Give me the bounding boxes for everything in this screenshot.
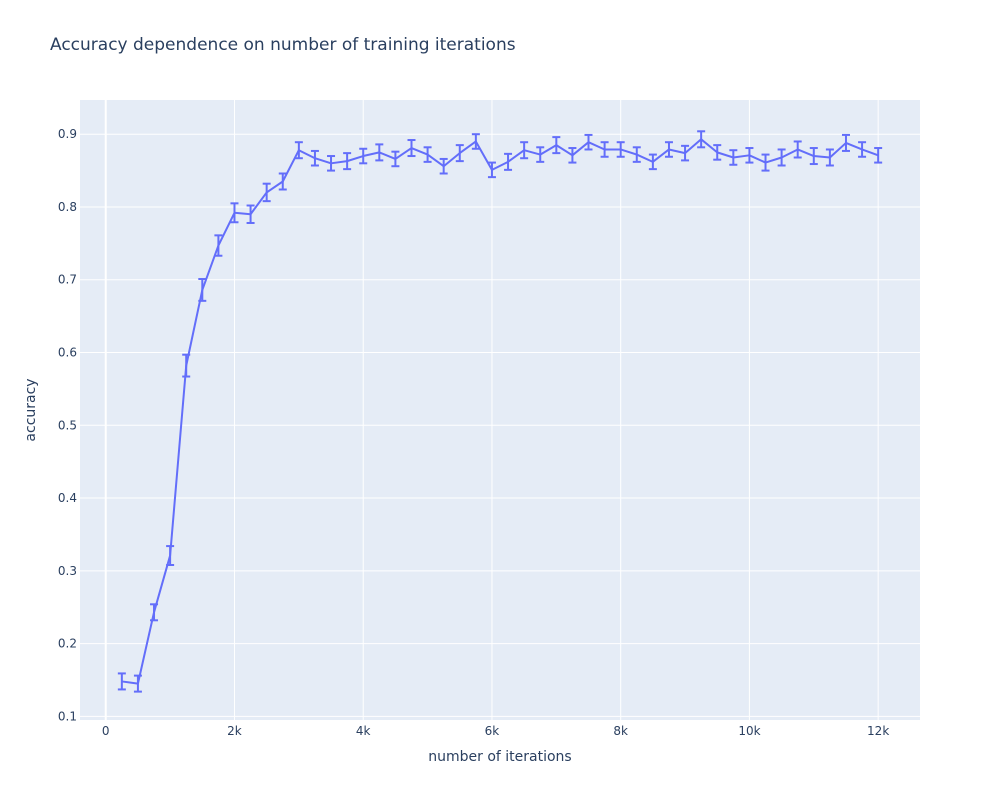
y-tick-label: 0.3 xyxy=(58,564,77,578)
y-tick-label: 0.5 xyxy=(58,418,77,432)
series-line xyxy=(121,138,879,685)
y-tick-label: 0.8 xyxy=(58,200,77,214)
x-tick-label: 10k xyxy=(738,724,760,738)
y-tick-label: 0.9 xyxy=(58,127,77,141)
x-tick-label: 0 xyxy=(102,724,110,738)
y-tick-label: 0.1 xyxy=(58,709,77,723)
x-axis-title: number of iterations xyxy=(428,749,571,765)
y-tick-label: 0.2 xyxy=(58,637,77,651)
tick-labels: 0.1 0.2 0.3 0.4 0.5 0.6 0.7 0.8 0.9 0 2k 4k 6k 8k 10k 1… xyxy=(58,127,889,738)
y-tick-label: 0.7 xyxy=(58,273,77,287)
series-line-layer xyxy=(121,138,879,685)
error-bar xyxy=(117,672,126,691)
x-tick-label: 6k xyxy=(485,724,500,738)
x-tick-label: 2k xyxy=(227,724,242,738)
x-tick-label: 12k xyxy=(867,724,889,738)
y-tick-label: 0.4 xyxy=(58,491,77,505)
x-tick-label: 8k xyxy=(613,724,628,738)
x-tick-label: 4k xyxy=(356,724,371,738)
y-axis-title: accuracy xyxy=(23,378,39,441)
plot-area xyxy=(80,100,920,720)
chart-title: Accuracy dependence on number of trainin… xyxy=(50,35,516,55)
grid-layer xyxy=(80,100,920,720)
y-tick-label: 0.6 xyxy=(58,346,77,360)
